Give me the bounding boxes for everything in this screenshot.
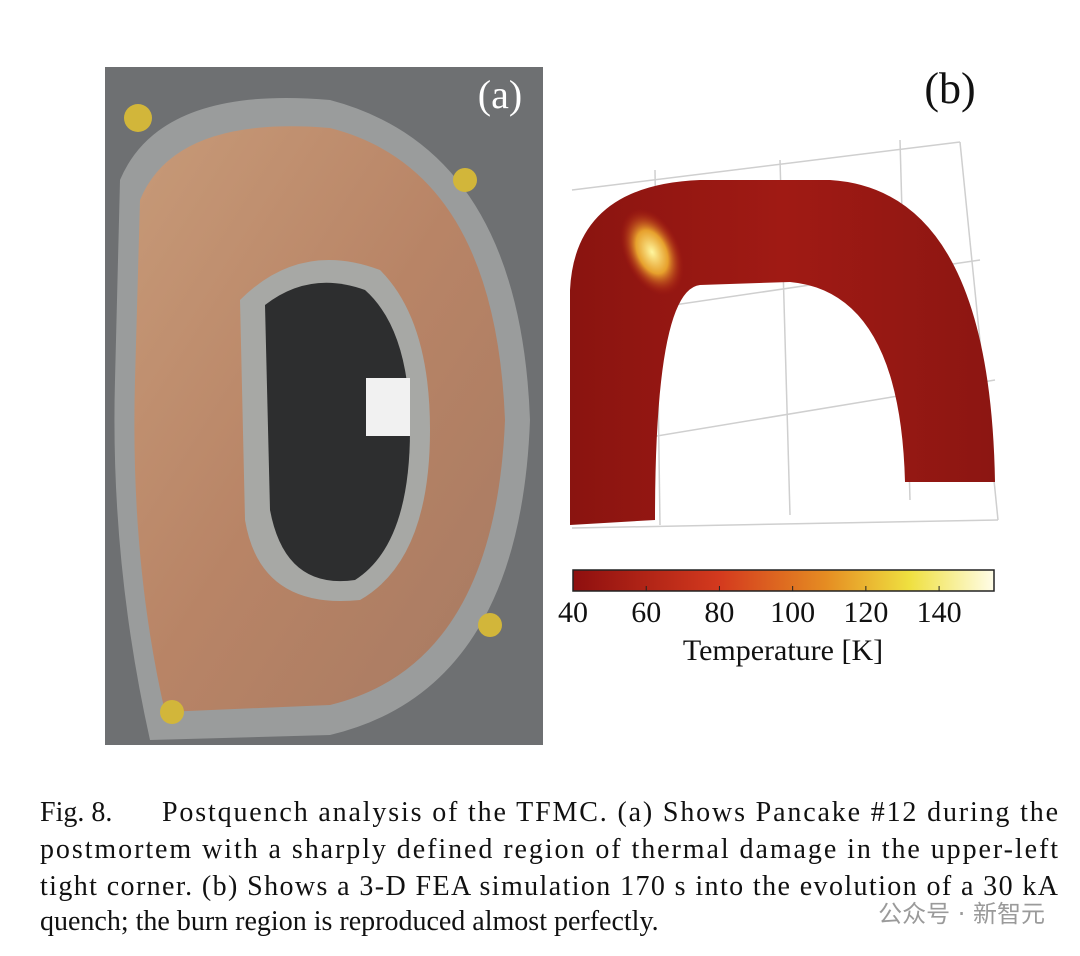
caption-line: postmortem with a sharply defined region… [40,834,1058,865]
caption-line: Postquench analysis of the TFMC. (a) Sho… [162,797,1058,828]
panel-label: (b) [924,64,975,113]
caption-number: Fig. 8. [40,797,112,828]
colorbar-tick-label: 80 [704,596,734,629]
simulation [570,139,999,529]
colorbar-tick-label: 120 [843,596,888,629]
colorbar-tick-label: 140 [917,596,962,629]
colorbar-tick-label: 40 [558,596,588,629]
colorbar-label: Temperature [K] [683,634,883,667]
photo [105,67,543,745]
colorbar [572,569,995,592]
caption-line: quench; the burn region is reproduced al… [40,906,659,937]
panel-label: (a) [478,72,522,117]
colorbar-tick-label: 100 [770,596,815,629]
caption-line: tight corner. (b) Shows a 3-D FEA simula… [40,871,1059,902]
watermark: 公众号 · 新智元 [878,900,1045,928]
colorbar-tick-label: 60 [631,596,661,629]
